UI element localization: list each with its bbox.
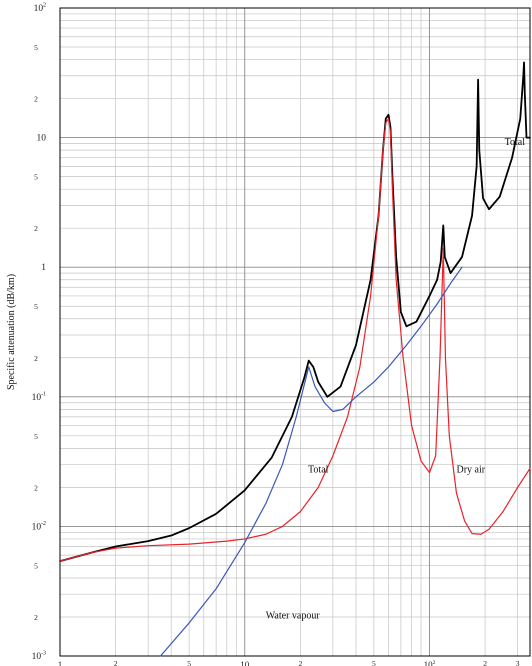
y-minor-tick-label: 2: [34, 483, 38, 492]
x-minor-tick-label: 5: [372, 659, 376, 666]
y-minor-tick-label: 5: [34, 561, 38, 570]
y-tick-label: 10-3: [32, 651, 46, 662]
series-total-line: [59, 61, 531, 562]
y-minor-tick-label: 5: [34, 43, 38, 52]
x-minor-tick-label: 2: [298, 659, 302, 666]
x-minor-tick-label: 2: [483, 659, 487, 666]
y-tick-label: 1: [41, 263, 46, 273]
y-tick-label: 10-1: [32, 392, 46, 403]
series-annotation: Water vapour: [266, 610, 321, 621]
y-tick-label: 102: [34, 3, 47, 14]
series-dry-air-line: [59, 118, 531, 562]
y-minor-tick-label: 5: [34, 302, 38, 311]
y-minor-tick-label: 5: [34, 432, 38, 441]
y-minor-tick-label: 2: [34, 95, 38, 104]
y-minor-tick-label: 5: [34, 173, 38, 182]
y-tick-label: 10: [37, 134, 47, 144]
x-minor-tick-label: 5: [187, 659, 191, 666]
y-minor-tick-label: 2: [34, 354, 38, 363]
series-water-vapour-line: [159, 266, 463, 657]
y-axis-label: Specific attenuation (dB/km): [6, 274, 17, 390]
annotations: Total Total Dry air Water vapour: [266, 137, 525, 622]
y-tick-label: 10-2: [32, 521, 46, 532]
tick-labels: 10-3 10-2 10-1 1 10 102 2 5 2 5 2 5 2 5 2 5 1 10 102 2 5 2 5 2 3: [32, 3, 520, 666]
x-tick-label: 102: [424, 660, 436, 666]
x-minor-tick-label: 3: [516, 659, 520, 666]
series-annotation: Dry air: [456, 465, 485, 476]
plot-frame: [59, 7, 531, 657]
y-minor-tick-label: 2: [34, 224, 38, 233]
x-tick-label: 1: [58, 660, 63, 666]
series-annotation: Total: [505, 137, 526, 148]
x-minor-tick-label: 2: [114, 659, 118, 666]
series-annotation: Total: [308, 465, 329, 476]
x-tick-label: 10: [240, 660, 250, 666]
series-layer: [59, 61, 531, 657]
y-minor-tick-label: 2: [34, 613, 38, 622]
